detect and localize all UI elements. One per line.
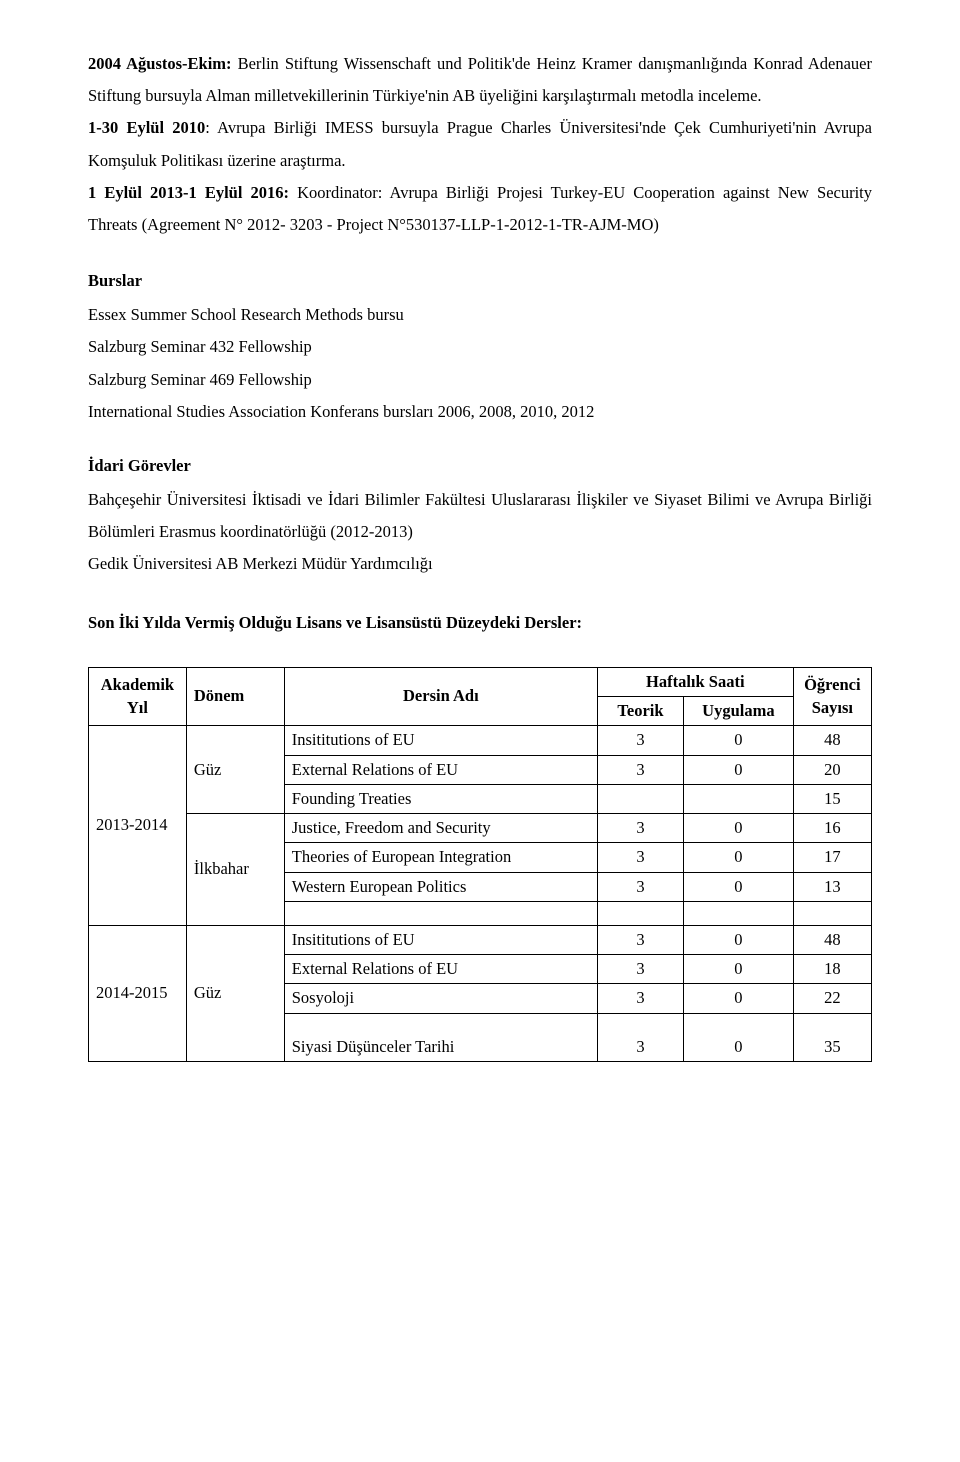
- cell-s-text: 35: [824, 1037, 841, 1056]
- burslar-heading: Burslar: [88, 265, 872, 297]
- cell-sayi: 22: [793, 984, 871, 1013]
- burslar-item: Essex Summer School Research Methods bur…: [88, 299, 872, 331]
- th-teorik: Teorik: [597, 697, 683, 726]
- burslar-item: Salzburg Seminar 469 Fellowship: [88, 364, 872, 396]
- th-ogrenci-sayisi: Öğrenci Sayısı: [793, 667, 871, 726]
- th-dersin-adi: Dersin Adı: [284, 667, 597, 726]
- para-2004-bold: 2004 Ağustos-Ekim:: [88, 54, 238, 73]
- idari-heading: İdari Görevler: [88, 450, 872, 482]
- table-header-row: Akademik Yıl Dönem Dersin Adı Haftalık S…: [89, 667, 872, 696]
- th-ogrenci-text: Öğrenci Sayısı: [804, 675, 861, 716]
- para-2004: 2004 Ağustos-Ekim: Berlin Stiftung Wisse…: [88, 48, 872, 112]
- idari-p2: Gedik Üniversitesi AB Merkezi Müdür Yard…: [88, 548, 872, 580]
- cell-teorik: 3: [597, 843, 683, 872]
- cell-teorik: 3: [597, 872, 683, 901]
- cell-uygulama: 0: [684, 843, 794, 872]
- cell-empty: [793, 901, 871, 925]
- cell-sayi: 13: [793, 872, 871, 901]
- table-row: 2014-2015 Güz Insititutions of EU 3 0 48: [89, 925, 872, 954]
- cell-uygulama: 0: [684, 1013, 794, 1061]
- cell-course: Sosyoloji: [284, 984, 597, 1013]
- son-iki-heading: Son İki Yılda Vermiş Olduğu Lisans ve Li…: [88, 607, 872, 639]
- th-akademik-yil: Akademik Yıl: [89, 667, 187, 726]
- burslar-list: Essex Summer School Research Methods bur…: [88, 299, 872, 428]
- cell-empty: [684, 901, 794, 925]
- cell-course: Founding Treaties: [284, 784, 597, 813]
- table-row: 2013-2014 Güz Insititutions of EU 3 0 48: [89, 726, 872, 755]
- cell-teorik: 3: [597, 1013, 683, 1061]
- cell-course: Siyasi Düşünceler Tarihi: [284, 1013, 597, 1061]
- cell-term: Güz: [186, 726, 284, 814]
- cell-uygulama: 0: [684, 726, 794, 755]
- cell-teorik: 3: [597, 955, 683, 984]
- cell-uygulama: 0: [684, 984, 794, 1013]
- cell-course: Insititutions of EU: [284, 925, 597, 954]
- courses-table: Akademik Yıl Dönem Dersin Adı Haftalık S…: [88, 667, 872, 1062]
- para-2013: 1 Eylül 2013-1 Eylül 2016: Koordinator: …: [88, 177, 872, 241]
- cell-uygulama: [684, 784, 794, 813]
- burslar-item: Salzburg Seminar 432 Fellowship: [88, 331, 872, 363]
- table-row: İlkbahar Justice, Freedom and Security 3…: [89, 814, 872, 843]
- cell-teorik: 3: [597, 814, 683, 843]
- th-uygulama-text: Uygulama: [702, 701, 774, 720]
- idari-block: İdari Görevler Bahçeşehir Üniversitesi İ…: [88, 450, 872, 581]
- cell-term: Güz: [186, 925, 284, 1061]
- cell-u-text: 0: [734, 1037, 742, 1056]
- cell-sayi: 35: [793, 1013, 871, 1061]
- cell-term: İlkbahar: [186, 814, 284, 926]
- cell-sayi: 16: [793, 814, 871, 843]
- cell-teorik: 3: [597, 755, 683, 784]
- th-haftalik-saati: Haftalık Saati: [597, 667, 793, 696]
- th-uygulama: Uygulama: [684, 697, 794, 726]
- th-donem: Dönem: [186, 667, 284, 726]
- para-2010: 1-30 Eylül 2010: Avrupa Birliği IMESS bu…: [88, 112, 872, 176]
- cell-course: Justice, Freedom and Security: [284, 814, 597, 843]
- cell-empty: [597, 901, 683, 925]
- cell-uygulama: 0: [684, 814, 794, 843]
- para-2010-text: : Avrupa Birliği IMESS bursuyla Prague C…: [88, 118, 872, 169]
- cell-uygulama: 0: [684, 755, 794, 784]
- idari-p1: Bahçeşehir Üniversitesi İktisadi ve İdar…: [88, 484, 872, 548]
- cell-year: 2013-2014: [89, 726, 187, 926]
- cell-year: 2014-2015: [89, 925, 187, 1061]
- cell-course-text: Siyasi Düşünceler Tarihi: [292, 1037, 455, 1056]
- cell-uygulama: 0: [684, 925, 794, 954]
- cell-teorik: 3: [597, 984, 683, 1013]
- th-akademik-yil-text: Akademik Yıl: [101, 675, 174, 716]
- burslar-item: International Studies Association Konfer…: [88, 396, 872, 428]
- cell-sayi: 18: [793, 955, 871, 984]
- cell-teorik: 3: [597, 726, 683, 755]
- th-teorik-text: Teorik: [617, 701, 663, 720]
- cell-course: Insititutions of EU: [284, 726, 597, 755]
- cell-teorik: [597, 784, 683, 813]
- cell-course: External Relations of EU: [284, 755, 597, 784]
- cell-course: Theories of European Integration: [284, 843, 597, 872]
- th-donem-text: Dönem: [194, 686, 244, 705]
- cell-course: External Relations of EU: [284, 955, 597, 984]
- th-haftalik-text: Haftalık Saati: [646, 672, 745, 691]
- th-dersin-adi-text: Dersin Adı: [403, 686, 479, 705]
- cell-uygulama: 0: [684, 955, 794, 984]
- cell-sayi: 15: [793, 784, 871, 813]
- para-2013-bold: 1 Eylül 2013-1 Eylül 2016:: [88, 183, 297, 202]
- cell-sayi: 48: [793, 726, 871, 755]
- cell-teorik: 3: [597, 925, 683, 954]
- cell-uygulama: 0: [684, 872, 794, 901]
- cell-t-text: 3: [636, 1037, 644, 1056]
- cell-sayi: 20: [793, 755, 871, 784]
- cell-sayi: 17: [793, 843, 871, 872]
- cell-empty: [284, 901, 597, 925]
- cell-course: Western European Politics: [284, 872, 597, 901]
- intro-paragraphs: 2004 Ağustos-Ekim: Berlin Stiftung Wisse…: [88, 48, 872, 241]
- cell-sayi: 48: [793, 925, 871, 954]
- para-2010-bold: 1-30 Eylül 2010: [88, 118, 205, 137]
